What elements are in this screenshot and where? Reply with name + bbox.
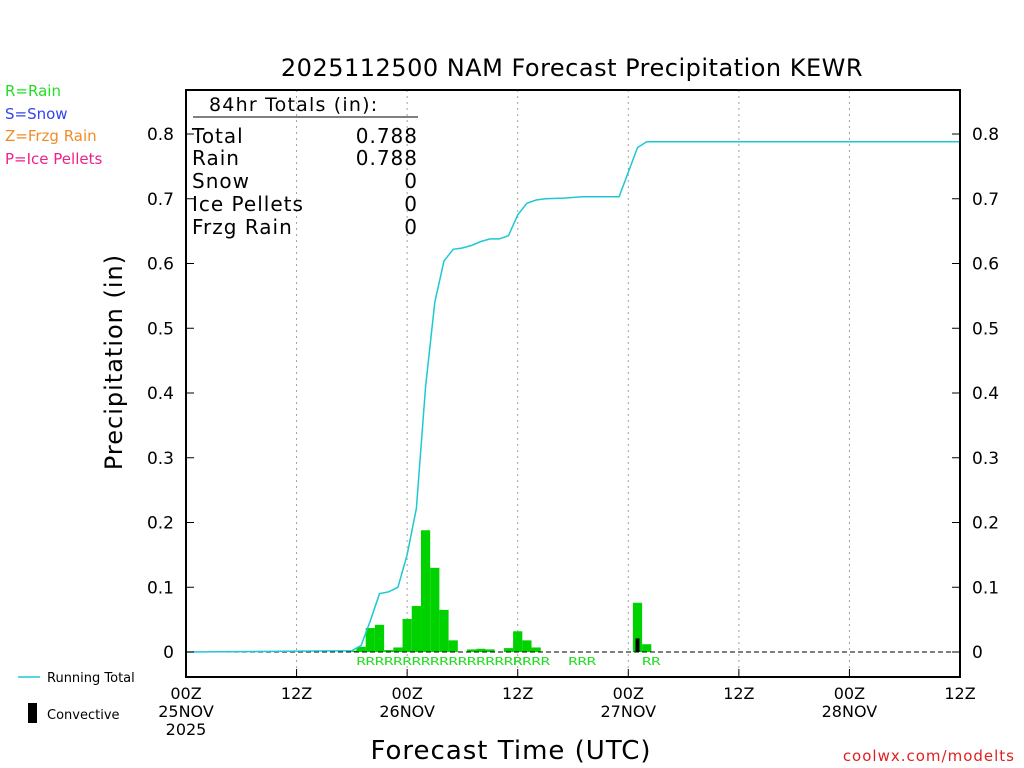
y-tick-label: 0.6: [972, 255, 999, 275]
ptype-label: RRR: [568, 655, 596, 668]
precip-bar: [439, 609, 449, 652]
legend-ice-pellets: P=Ice Pellets: [5, 150, 102, 168]
ptype-label: RR: [642, 655, 661, 668]
precip-bar: [402, 618, 412, 652]
y-tick-label: 0: [972, 643, 983, 663]
y-tick-label: 0.2: [972, 514, 999, 534]
x-tick-label: 25NOV: [158, 702, 214, 721]
legend-snow: S=Snow: [5, 105, 68, 123]
x-tick-label: 12Z: [281, 684, 312, 703]
legend-running-total: Running Total: [47, 671, 135, 686]
legend-convective: Convective: [47, 708, 120, 723]
x-tick-label: 27NOV: [600, 702, 656, 721]
precip-bar: [384, 650, 394, 652]
y-tick-label: 0.7: [972, 190, 999, 210]
running-total-line: [185, 141, 960, 653]
totals-row-label: Frzg Rain: [192, 215, 293, 239]
y-tick-label: 0.6: [147, 255, 174, 275]
legend-frzg-rain: Z=Frzg Rain: [5, 127, 97, 145]
totals-row-label: Ice Pellets: [192, 192, 304, 216]
precip-bar: [430, 567, 440, 652]
precip-bars: [347, 530, 652, 652]
totals-row-value: 0.788: [356, 124, 418, 148]
totals-row-value: 0: [404, 215, 418, 239]
x-tick-label: 12Z: [944, 684, 975, 703]
precip-bar: [448, 640, 458, 652]
x-tick-label: 28NOV: [822, 702, 878, 721]
x-tick-label: 00Z: [834, 684, 865, 703]
totals-box: 84hr Totals (in): Total 0.788 Rain 0.788…: [191, 94, 418, 239]
precip-bar: [632, 602, 643, 652]
y-tick-label: 0.4: [972, 384, 999, 404]
series-legend: Running Total Convective: [18, 671, 135, 723]
y-tick-label: 0.1: [972, 578, 999, 598]
totals-row-label: Total: [191, 124, 244, 148]
precip-bar: [531, 647, 541, 652]
totals-heading: 84hr Totals (in):: [209, 94, 378, 116]
y-tick-label: 0.3: [972, 449, 999, 469]
y-axis-ticks: 0 00.1 0.10.2 0.20.3 0.30.4 0.40.5 0.50.6 0.60.…: [147, 125, 999, 663]
precip-bar: [393, 647, 403, 652]
y-tick-label: 0.8: [147, 125, 174, 145]
convective-bars: [635, 638, 640, 652]
precip-bar: [485, 649, 495, 652]
x-tick-label: 00Z: [391, 684, 422, 703]
legend-rain: R=Rain: [5, 82, 61, 100]
y-tick-label: 0.8: [972, 125, 999, 145]
y-tick-label: 0.1: [147, 578, 174, 598]
chart-title: 2025112500 NAM Forecast Precipitation KE…: [281, 54, 863, 82]
credit-text: coolwx.com/modelts: [843, 747, 1015, 765]
convective-bar: [635, 638, 640, 652]
precip-bar: [476, 648, 486, 652]
precip-bar: [365, 628, 375, 652]
y-tick-label: 0.2: [147, 514, 174, 534]
totals-row-value: 0: [404, 192, 418, 216]
y-axis-label: Precipitation (in): [100, 254, 128, 470]
precip-bar: [467, 649, 477, 652]
convective-swatch: [28, 703, 37, 723]
x-tick-label: 12Z: [502, 684, 533, 703]
precip-bar: [522, 640, 532, 652]
x-tick-label: 26NOV: [379, 702, 435, 721]
precip-bar: [513, 631, 523, 652]
ptype-label: RRRR: [513, 655, 550, 668]
y-tick-label: 0: [163, 643, 174, 663]
precip-bar: [420, 530, 431, 652]
totals-row-label: Rain: [192, 146, 240, 170]
precip-bar: [503, 648, 514, 652]
grid-lines: [296, 90, 850, 677]
x-tick-label: 2025: [166, 720, 207, 739]
ptype-legend: R=Rain S=Snow Z=Frzg Rain P=Ice Pellets: [5, 82, 102, 168]
ptype-label: RRRRRRRRRRRRRRRRRR: [356, 655, 522, 668]
totals-row-value: 0: [404, 169, 418, 193]
plot-frame: [185, 89, 961, 678]
precip-bar: [356, 646, 366, 652]
y-tick-label: 0.4: [147, 384, 174, 404]
x-axis-label: Forecast Time (UTC): [370, 736, 651, 766]
x-tick-label: 00Z: [613, 684, 644, 703]
totals-row-label: Snow: [192, 169, 250, 193]
y-tick-label: 0.5: [147, 319, 174, 339]
y-tick-label: 0.5: [972, 319, 999, 339]
y-tick-label: 0.3: [147, 449, 174, 469]
x-tick-label: 00Z: [170, 684, 201, 703]
x-tick-label: 12Z: [723, 684, 754, 703]
precip-bar: [374, 624, 385, 652]
precip-bar: [411, 606, 421, 652]
totals-row-value: 0.788: [356, 146, 418, 170]
precip-bar: [642, 644, 652, 652]
y-tick-label: 0.7: [147, 190, 174, 210]
